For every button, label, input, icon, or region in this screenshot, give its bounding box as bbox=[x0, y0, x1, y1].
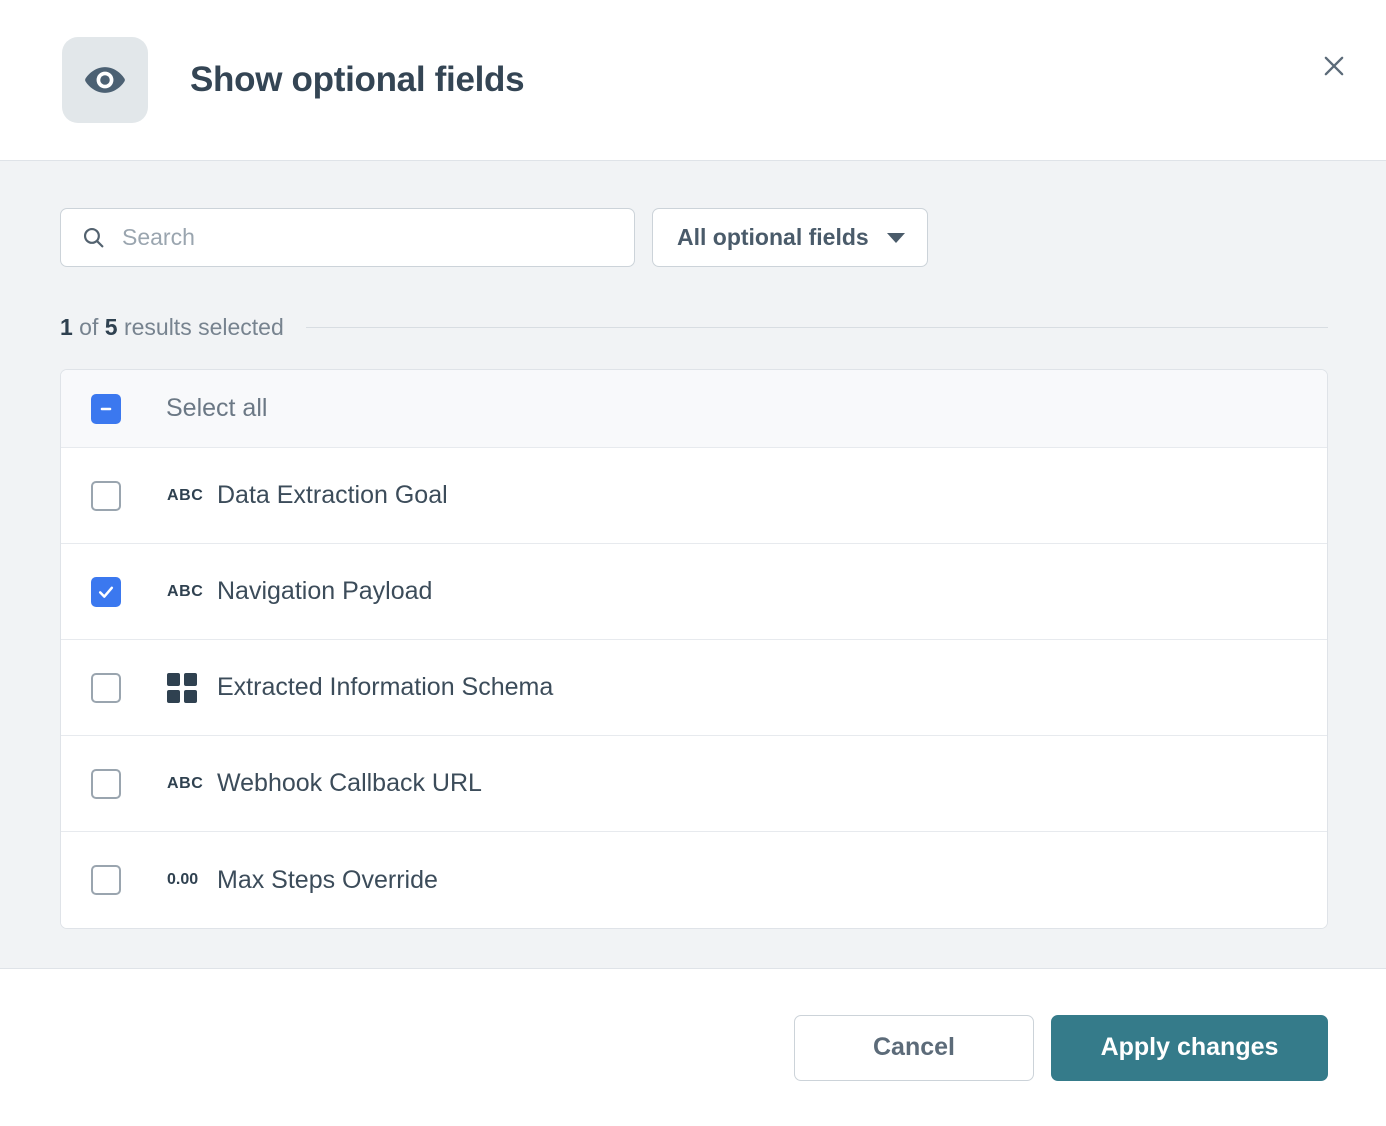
chevron-down-icon bbox=[886, 232, 905, 243]
field-checkbox[interactable] bbox=[91, 865, 121, 895]
list-item-label: Webhook Callback URL bbox=[217, 769, 482, 797]
total-count: 5 bbox=[104, 314, 118, 340]
field-checkbox[interactable] bbox=[91, 576, 121, 607]
abc-text-type-icon: ABC bbox=[167, 486, 204, 504]
search-box[interactable] bbox=[60, 208, 635, 267]
of-word: of bbox=[72, 314, 105, 340]
cancel-button[interactable]: Cancel bbox=[794, 1014, 1034, 1081]
filter-dropdown-label: All optional fields bbox=[677, 224, 869, 250]
list-item-label: Extracted Information Schema bbox=[217, 673, 554, 701]
field-checkbox[interactable] bbox=[91, 480, 121, 511]
close-icon[interactable] bbox=[1312, 44, 1356, 88]
results-summary-row: 1 of 5 results selected bbox=[60, 314, 1328, 341]
results-summary-text: 1 of 5 results selected bbox=[60, 314, 284, 341]
results-divider bbox=[305, 327, 1328, 328]
list-item[interactable]: ABC Webhook Callback URL bbox=[61, 736, 1327, 832]
list-row-select-all[interactable]: Select all bbox=[61, 370, 1327, 448]
list-item[interactable]: 0.00 Max Steps Override bbox=[61, 832, 1327, 928]
list-item-label: Max Steps Override bbox=[217, 865, 438, 894]
field-checkbox[interactable] bbox=[91, 672, 121, 703]
list-item-label: Data Extraction Goal bbox=[217, 481, 448, 509]
search-input[interactable] bbox=[122, 224, 618, 251]
grid-object-type-icon bbox=[167, 672, 203, 703]
header-icon-badge bbox=[62, 37, 148, 123]
number-type-icon: 0.00 bbox=[167, 871, 199, 888]
controls-row: All optional fields bbox=[60, 208, 1328, 267]
dialog-footer: Cancel Apply changes bbox=[0, 968, 1386, 1126]
eye-icon bbox=[83, 58, 127, 102]
list-item[interactable]: Extracted Information Schema bbox=[61, 640, 1327, 736]
selected-count: 1 bbox=[60, 314, 73, 340]
search-icon bbox=[81, 225, 106, 250]
grid-icon-glyph bbox=[167, 672, 197, 703]
dialog-body: All optional fields 1 of 5 results selec… bbox=[0, 161, 1386, 968]
field-checkbox[interactable] bbox=[91, 768, 121, 799]
abc-text-type-icon: ABC bbox=[167, 582, 204, 600]
dialog-header: Show optional fields bbox=[0, 0, 1386, 161]
apply-changes-button[interactable]: Apply changes bbox=[1051, 1014, 1328, 1081]
optional-fields-list: Select all ABC Data Extraction Goal bbox=[60, 369, 1328, 929]
results-suffix: results selected bbox=[117, 314, 284, 340]
optional-fields-filter-dropdown[interactable]: All optional fields bbox=[652, 208, 928, 267]
dialog-title: Show optional fields bbox=[190, 60, 525, 99]
list-item[interactable]: ABC Data Extraction Goal bbox=[61, 448, 1327, 544]
select-all-label: Select all bbox=[166, 394, 268, 422]
select-all-checkbox[interactable] bbox=[91, 393, 121, 424]
list-item[interactable]: ABC Navigation Payload bbox=[61, 544, 1327, 640]
abc-text-type-icon: ABC bbox=[167, 774, 204, 792]
list-item-label: Navigation Payload bbox=[217, 577, 433, 605]
